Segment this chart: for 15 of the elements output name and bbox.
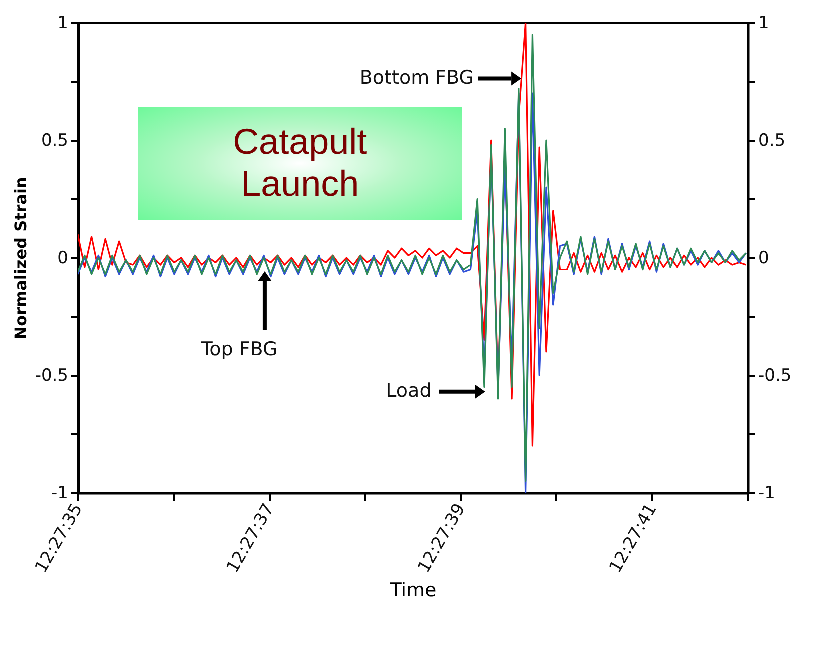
- annotation: Bottom FBG: [360, 66, 474, 90]
- y-tick-label: 0: [58, 248, 68, 268]
- x-axis-title: Time: [389, 580, 437, 602]
- y-tick-label: -0.5: [35, 366, 68, 386]
- y-tick-label: 0.5: [41, 131, 68, 151]
- y2-tick-label: 1: [758, 14, 770, 34]
- annotation: Top FBG: [200, 338, 278, 361]
- y2-tick-label: 0.5: [758, 131, 786, 151]
- y2-tick-label: -1: [758, 484, 776, 504]
- y2-tick-label: -0.5: [758, 366, 792, 386]
- y-axis-title: Normalized Strain: [11, 177, 30, 340]
- annotation: Load: [386, 380, 432, 402]
- y2-tick-label: 0: [758, 248, 770, 268]
- y-tick-label: 1: [58, 14, 68, 34]
- y-tick-label: -1: [52, 484, 68, 504]
